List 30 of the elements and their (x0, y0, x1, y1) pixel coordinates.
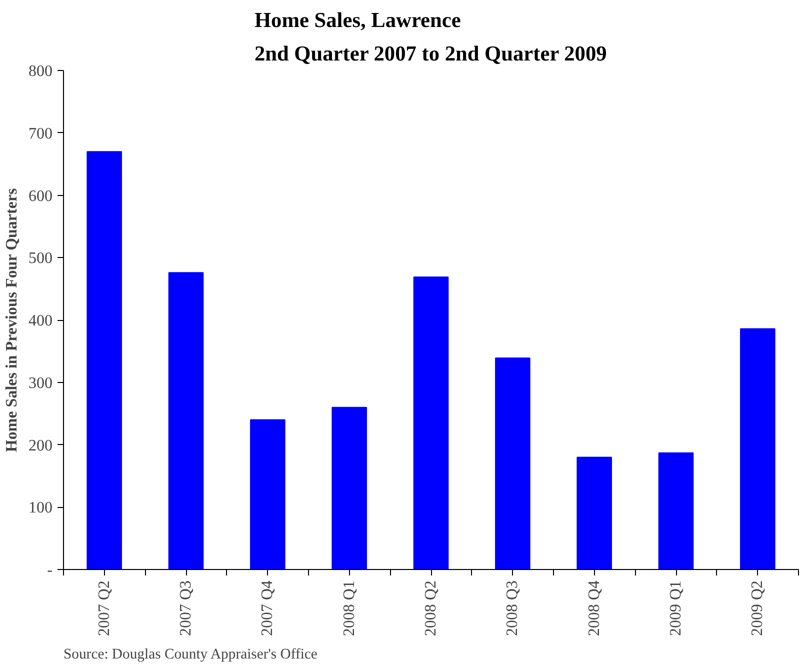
bar (250, 419, 286, 570)
y-tick-label: 100 (28, 500, 52, 517)
x-tick-label: 2008 Q4 (586, 580, 603, 636)
y-tick-label: 600 (28, 188, 52, 205)
bar (658, 452, 694, 570)
bar (86, 151, 122, 570)
y-tick-label: 300 (28, 374, 52, 392)
x-tick-label: 2009 Q2 (749, 580, 766, 636)
x-tick-label: 2008 Q3 (504, 580, 522, 636)
y-tick-label: 400 (28, 312, 52, 330)
bar (168, 272, 204, 570)
x-tick-label: 2007 Q4 (259, 580, 276, 636)
chart-title: Home Sales, Lawrence 2nd Quarter 2007 to 2nd Quarter 2009 (254, 8, 607, 66)
y-tick-label: - (47, 562, 52, 579)
x-tick-label: 2007 Q2 (96, 580, 113, 636)
x-tick-label: 2007 Q3 (178, 580, 194, 636)
y-tick-label: 700 (28, 125, 52, 142)
y-tick-label: 800 (28, 63, 52, 80)
x-tick-label: 2009 Q1 (668, 580, 684, 636)
bar (576, 456, 612, 570)
x-tick-label: 2008 Q2 (422, 580, 440, 636)
y-axis-title: Home Sales in Previous Four Quarters (4, 188, 20, 452)
bar (495, 358, 530, 570)
y-tick-label: 500 (28, 250, 52, 268)
y-tick-label: 200 (28, 437, 52, 454)
source-note: Source: Douglas County Appraiser's Office (64, 646, 318, 662)
bar (332, 406, 367, 570)
bar (740, 328, 776, 570)
bar (413, 276, 449, 570)
x-tick-label: 2008 Q1 (340, 580, 358, 636)
